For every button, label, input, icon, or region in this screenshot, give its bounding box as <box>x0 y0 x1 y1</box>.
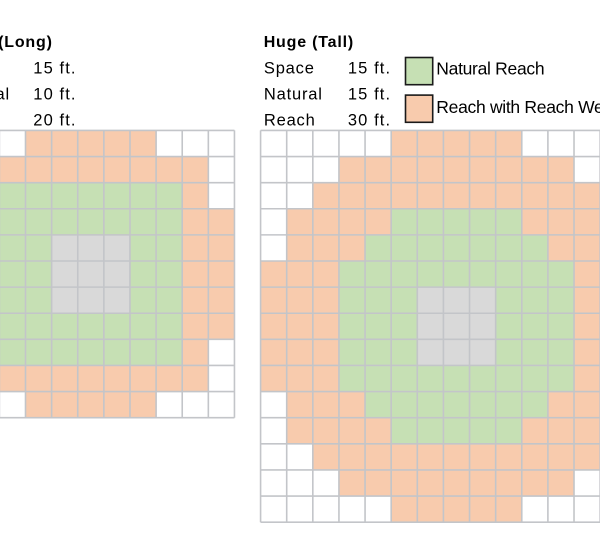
svg-text:Natural: Natural <box>0 85 10 103</box>
svg-text:10 ft.: 10 ft. <box>33 85 76 103</box>
svg-text:Natural: Natural <box>264 85 323 103</box>
svg-text:15 ft.: 15 ft. <box>33 59 76 77</box>
svg-text:Space: Space <box>264 59 315 77</box>
svg-text:Huge (Tall): Huge (Tall) <box>264 34 354 51</box>
svg-text:Reach: Reach <box>264 112 316 130</box>
svg-text:30 ft.: 30 ft. <box>348 112 391 130</box>
svg-text:20 ft.: 20 ft. <box>33 112 76 130</box>
svg-text:Natural Reach: Natural Reach <box>436 59 544 79</box>
svg-text:15 ft.: 15 ft. <box>348 85 391 103</box>
svg-text:Reach with Reach Weapon: Reach with Reach Weapon <box>436 97 600 117</box>
svg-text:15 ft.: 15 ft. <box>348 59 391 77</box>
svg-text:Huge (Long): Huge (Long) <box>0 34 53 51</box>
